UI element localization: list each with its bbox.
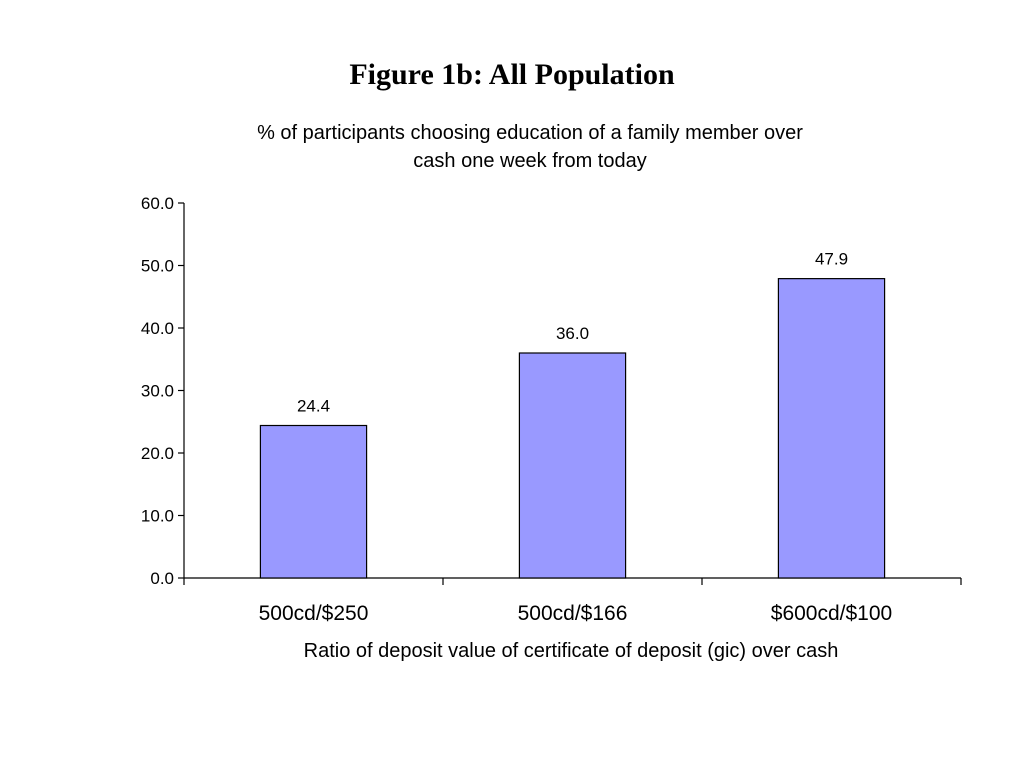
x-category-label: 500cd/$250 xyxy=(259,602,369,625)
y-tick-label: 10.0 xyxy=(141,507,174,526)
y-tick-label: 30.0 xyxy=(141,382,174,401)
bar-1 xyxy=(259,424,368,579)
chart-title-line-1: % of participants choosing education of … xyxy=(257,122,803,144)
y-tick-label: 0.0 xyxy=(150,569,174,588)
bar-3 xyxy=(777,278,886,579)
y-tick-label: 50.0 xyxy=(141,257,174,276)
bar-value-label: 24.4 xyxy=(297,397,330,416)
bar-value-label: 47.9 xyxy=(815,250,848,269)
slide-title: Figure 1b: All Population xyxy=(349,58,675,91)
y-tick-label: 40.0 xyxy=(141,319,174,338)
x-category-label: 500cd/$166 xyxy=(518,602,628,625)
y-tick-label: 60.0 xyxy=(141,194,174,213)
plot-area: 0.0 10.0 20.0 30.0 40.0 50.0 60.0 24.4 500cd/$25… xyxy=(141,194,962,625)
x-axis-label: Ratio of deposit value of certificate of… xyxy=(304,640,839,662)
bar-2 xyxy=(518,352,627,579)
chart-title-line-2: cash one week from today xyxy=(413,150,646,172)
y-tick-label: 20.0 xyxy=(141,444,174,463)
bar-value-label: 36.0 xyxy=(556,324,589,343)
x-category-label: $600cd/$100 xyxy=(771,602,892,625)
